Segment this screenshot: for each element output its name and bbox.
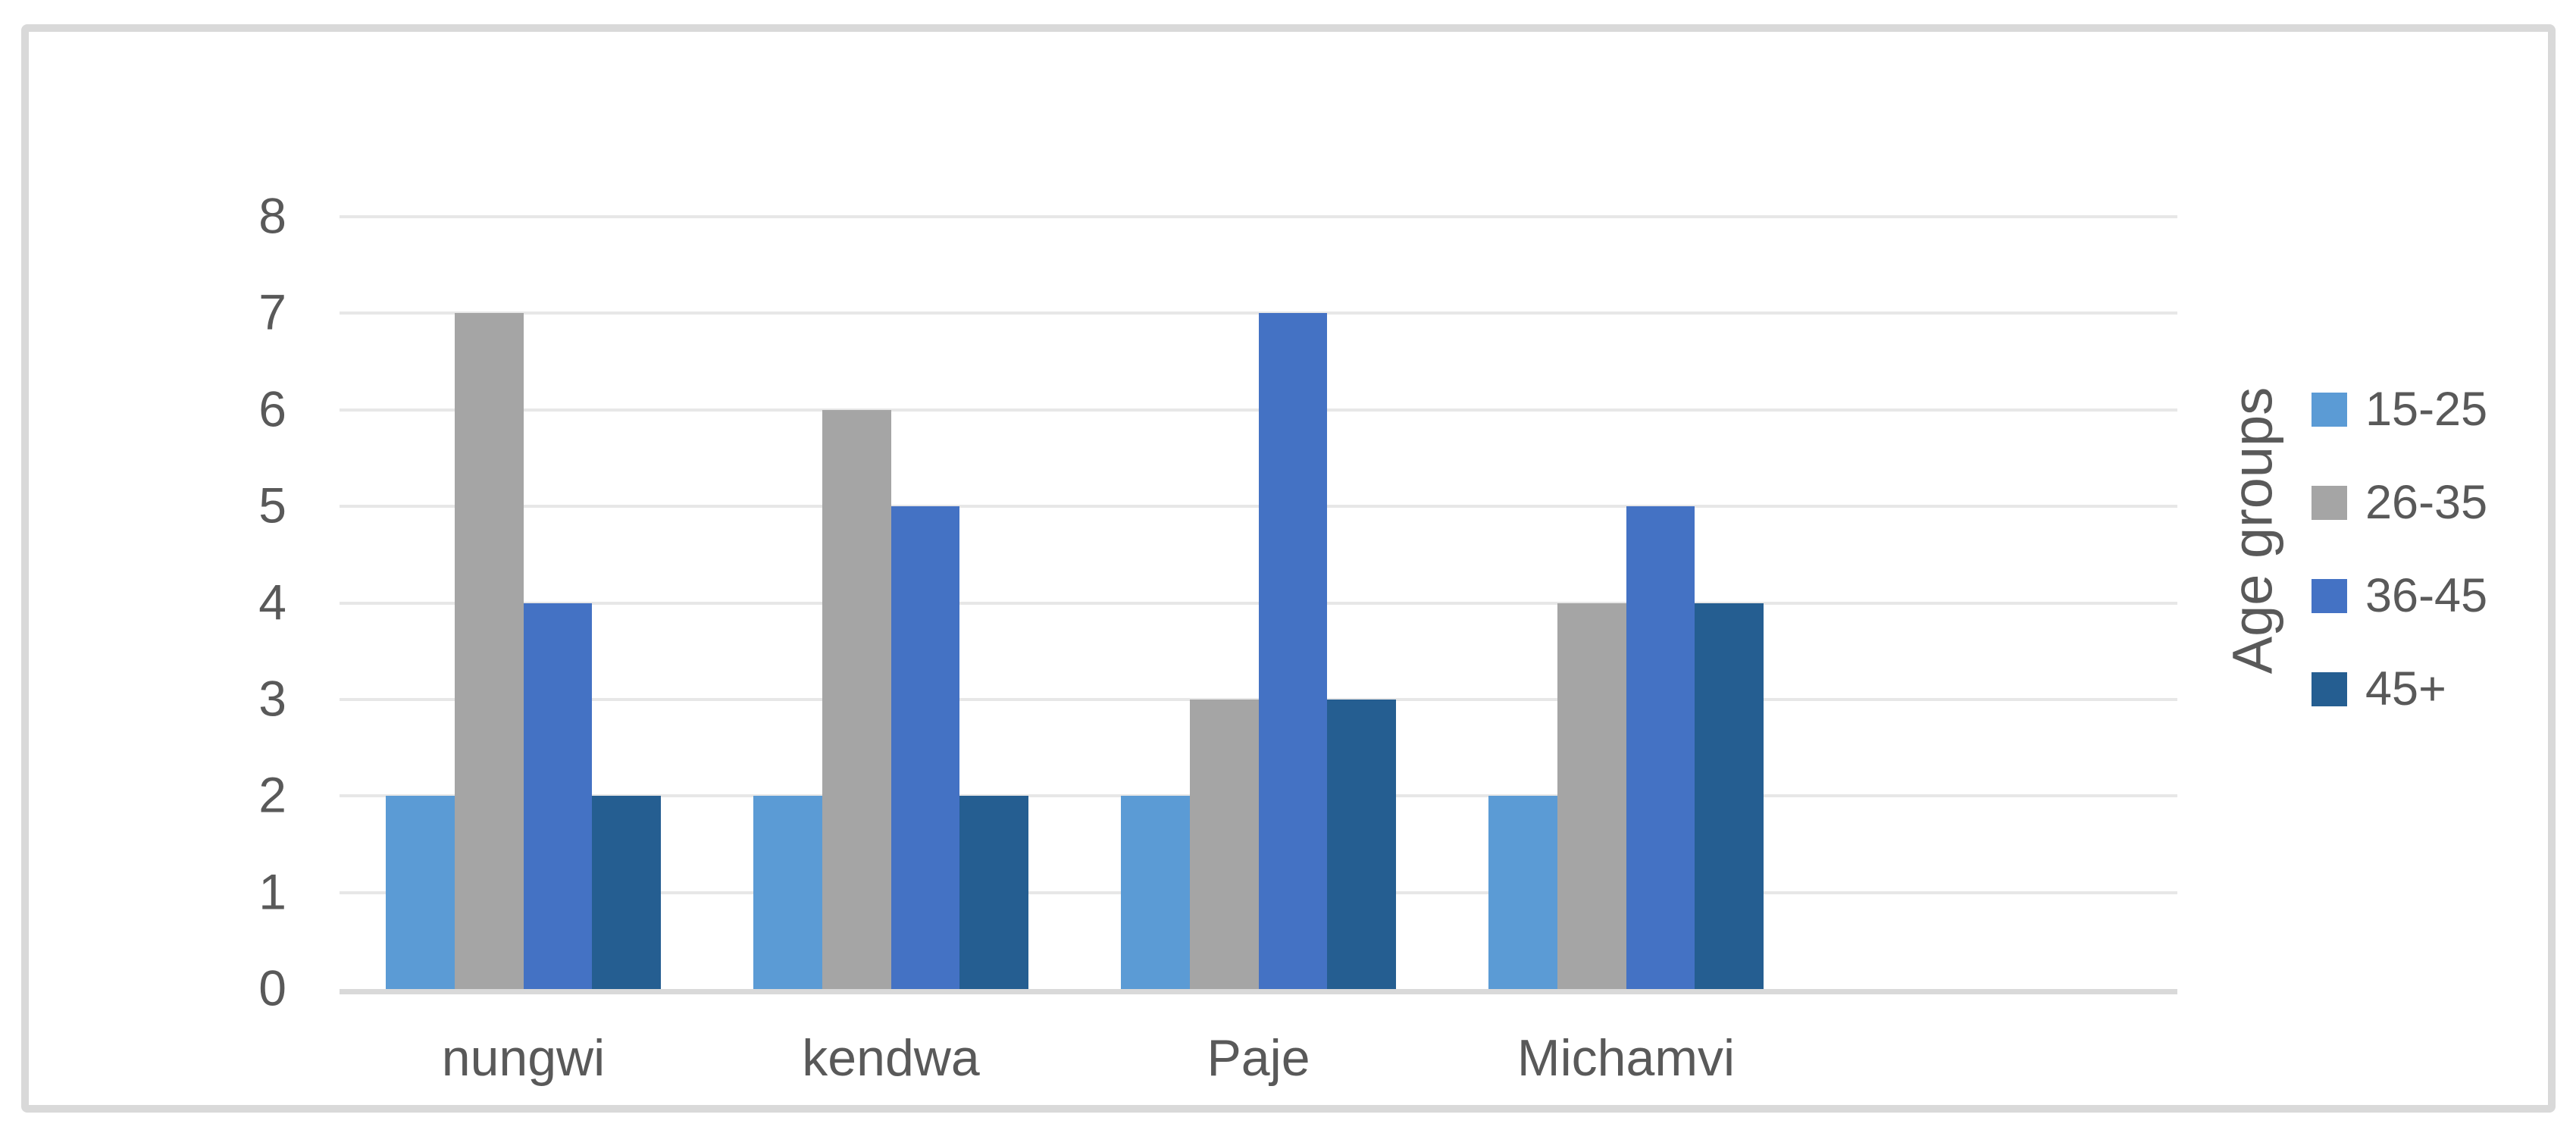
y-tick-label: 2 [258, 766, 286, 823]
legend-item: 26-35 [2312, 478, 2487, 526]
y-tick-label: 1 [258, 863, 286, 920]
legend: 15-25 26-35 36-45 45+ [2312, 385, 2487, 765]
y-tick-label: 4 [258, 574, 286, 631]
bar-kendwa-45+ [959, 796, 1029, 989]
bar-Michamvi-15-25 [1488, 796, 1557, 989]
y-tick-label: 7 [258, 284, 286, 341]
bar-Michamvi-36-45 [1626, 506, 1695, 989]
legend-label: 15-25 [2365, 382, 2488, 436]
y-tick-label: 5 [258, 477, 286, 534]
x-category-label: kendwa [802, 1029, 980, 1087]
y-tick-label: 8 [258, 187, 286, 244]
legend-item: 36-45 [2312, 571, 2487, 619]
legend-swatch-icon [2312, 578, 2347, 613]
legend-label: 26-35 [2365, 475, 2488, 529]
y-tick-label: 0 [258, 959, 286, 1016]
plot-area [340, 215, 2177, 994]
x-axis-line [340, 989, 2177, 994]
legend-swatch-icon [2312, 392, 2347, 427]
x-category-label: nungwi [441, 1029, 606, 1087]
x-category-label: Paje [1207, 1029, 1310, 1087]
legend-item: 15-25 [2312, 385, 2487, 433]
y-tick-label: 6 [258, 380, 286, 437]
bar-Paje-45+ [1327, 699, 1397, 989]
gridline [340, 215, 2177, 218]
legend-item: 45+ [2312, 665, 2487, 712]
legend-label: 36-45 [2365, 568, 2488, 622]
y-tick-label: 3 [258, 670, 286, 727]
legend-swatch-icon [2312, 671, 2347, 706]
bar-nungwi-15-25 [385, 796, 455, 989]
bar-Michamvi-45+ [1695, 603, 1764, 989]
bar-kendwa-26-35 [822, 409, 891, 989]
bar-nungwi-45+ [592, 796, 662, 989]
bar-kendwa-36-45 [890, 506, 960, 989]
bar-Paje-15-25 [1120, 796, 1190, 989]
bar-Paje-36-45 [1258, 313, 1328, 989]
legend-swatch-icon [2312, 485, 2347, 520]
bar-nungwi-26-35 [454, 313, 524, 989]
bar-nungwi-36-45 [523, 603, 593, 989]
bar-Michamvi-26-35 [1557, 603, 1626, 989]
legend-label: 45+ [2365, 662, 2446, 715]
x-category-label: Michamvi [1516, 1029, 1736, 1087]
legend-title: Age groups [2221, 387, 2284, 675]
bar-kendwa-15-25 [753, 796, 822, 989]
bar-Paje-26-35 [1189, 699, 1259, 989]
